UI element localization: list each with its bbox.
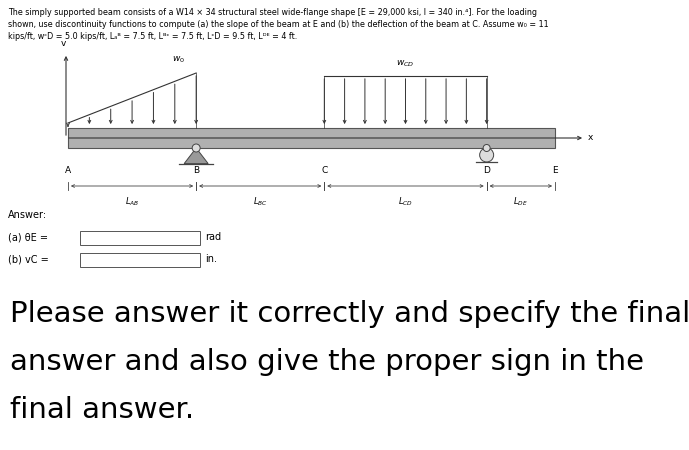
Text: $L_{CD}$: $L_{CD}$ <box>398 195 413 207</box>
Text: E: E <box>552 166 558 175</box>
Text: B: B <box>193 166 199 175</box>
Text: C: C <box>321 166 327 175</box>
Text: answer and also give the proper sign in the: answer and also give the proper sign in … <box>10 348 644 376</box>
Text: rad: rad <box>205 232 221 242</box>
Circle shape <box>480 148 493 162</box>
Text: $L_{AB}$: $L_{AB}$ <box>125 195 139 207</box>
Text: $w_{CD}$: $w_{CD}$ <box>396 58 415 69</box>
Text: in.: in. <box>205 254 217 264</box>
Text: (b) vC =: (b) vC = <box>8 254 49 264</box>
Text: $L_{DE}$: $L_{DE}$ <box>513 195 528 207</box>
Text: $w_0$: $w_0$ <box>172 54 185 65</box>
Text: (a) θE =: (a) θE = <box>8 232 48 242</box>
Text: x: x <box>588 134 593 143</box>
Text: A: A <box>65 166 71 175</box>
Text: $L_{BC}$: $L_{BC}$ <box>253 195 267 207</box>
Text: Answer:: Answer: <box>8 210 47 220</box>
Text: v: v <box>61 39 65 48</box>
Circle shape <box>483 144 490 152</box>
Text: Please answer it correctly and specify the final: Please answer it correctly and specify t… <box>10 300 689 328</box>
Bar <box>68 128 555 148</box>
Text: The simply supported beam consists of a W14 × 34 structural steel wide-flange sh: The simply supported beam consists of a … <box>8 8 548 40</box>
Bar <box>80 231 200 245</box>
Polygon shape <box>184 148 208 164</box>
Text: D: D <box>483 166 490 175</box>
Bar <box>80 253 200 267</box>
Circle shape <box>192 144 200 152</box>
Text: final answer.: final answer. <box>10 396 194 424</box>
